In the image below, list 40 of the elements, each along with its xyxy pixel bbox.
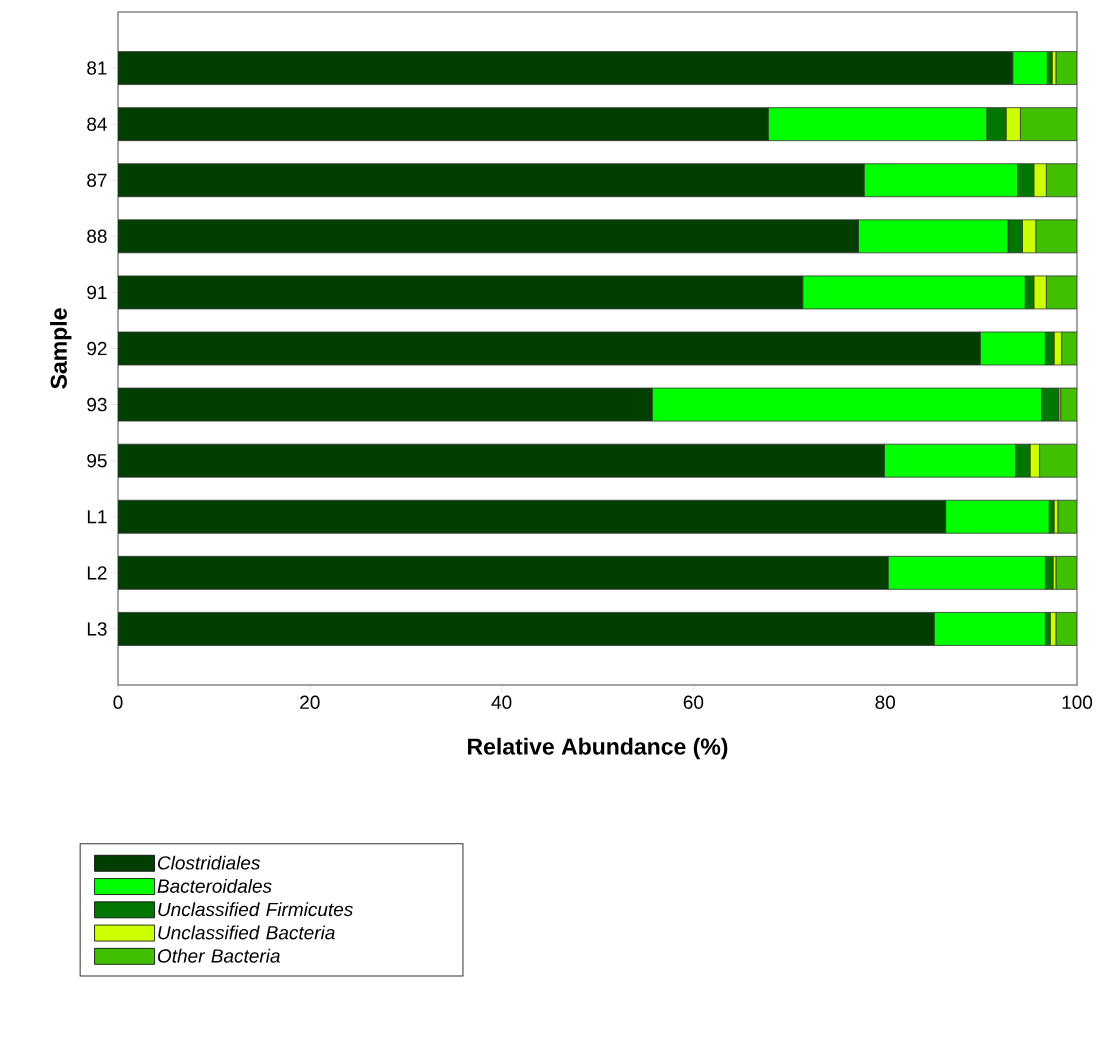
legend-label: Unclassified Firmicutes <box>158 902 353 917</box>
y-tick-label: 95 <box>87 453 107 468</box>
y-tick-label: 88 <box>87 229 107 244</box>
x-tick-label: 60 <box>683 695 704 709</box>
legend-label: Bacteroidales <box>157 878 272 893</box>
y-tick-label: 81 <box>87 61 107 75</box>
x-tick-label: 0 <box>113 695 123 709</box>
bar <box>118 555 889 590</box>
x-tick-label: 20 <box>300 695 320 709</box>
x-tick-label: 80 <box>875 695 896 709</box>
bar <box>1039 443 1077 478</box>
bar <box>1045 163 1077 198</box>
x-tick-label: 100 <box>1062 695 1093 709</box>
y-tick-label: L1 <box>87 510 107 524</box>
bar <box>118 163 865 198</box>
legend-label: Clostridiales <box>158 855 261 870</box>
bar <box>118 443 885 478</box>
y-tick-label: 84 <box>87 117 107 131</box>
y-tick-label: 92 <box>87 341 107 356</box>
y-tick-label: L2 <box>87 566 107 580</box>
x-tick-label: 40 <box>491 695 512 709</box>
legend-label: Unclassified Bacteria <box>158 925 335 940</box>
bar <box>1035 219 1077 254</box>
bar <box>118 499 947 534</box>
bar <box>118 275 804 310</box>
bar <box>1020 107 1077 142</box>
y-axis-title: Sample <box>50 308 72 389</box>
bar <box>118 331 981 366</box>
legend-label: Other Bacteria <box>157 948 280 963</box>
bar <box>118 107 769 142</box>
y-tick-label: 87 <box>87 173 107 187</box>
bar <box>118 612 935 646</box>
bar <box>118 51 1014 85</box>
x-axis-title: Relative Abundance (%) <box>468 737 728 760</box>
bar <box>118 219 859 254</box>
y-tick-label: L3 <box>87 622 107 636</box>
y-tick-label: 91 <box>87 285 107 300</box>
bar <box>1057 499 1077 534</box>
bar <box>118 387 653 422</box>
y-tick-label: 93 <box>87 397 107 412</box>
